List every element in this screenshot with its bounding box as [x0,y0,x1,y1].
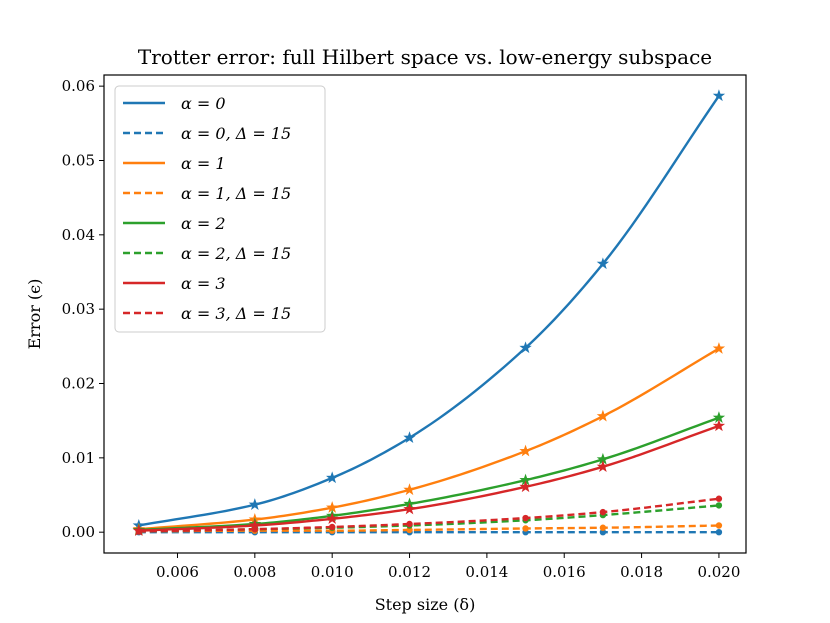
point-alpha-1 [326,501,339,513]
series-alpha-3-delta-15 [135,495,723,535]
y-axis-ticks: 0.00 0.01 0.02 0.03 0.04 0.05 0.06 [62,77,104,541]
point-alpha-0 [326,471,339,484]
point-alpha-0 [248,498,262,510]
legend-label: α = 2 [181,214,226,233]
legend-label: α = 2, Δ = 15 [181,244,291,263]
point-alpha-3-delta-15 [328,523,336,531]
point-alpha-3 [596,460,610,473]
point-alpha-2-delta-15 [715,502,723,509]
point-alpha-3-delta-15 [599,508,607,516]
point-alpha-3 [248,518,262,531]
legend-label: α = 3 [181,274,226,293]
point-alpha-2 [519,473,532,486]
series-layer [132,89,726,536]
point-alpha-2 [712,411,726,423]
legend-label: α = 0 [181,94,226,113]
legend-box [114,85,326,333]
point-alpha-1-delta-15 [522,525,529,532]
point-alpha-1 [403,483,416,496]
point-alpha-3-delta-15 [251,526,259,533]
y-axis-title: Error (ϵ) [25,279,44,350]
y-tick-label: 0.01 [62,449,95,467]
point-alpha-0-delta-15 [715,528,723,536]
x-tick-label: 0.008 [233,563,276,581]
point-alpha-0 [519,341,532,354]
point-alpha-0 [712,89,726,102]
point-alpha-3 [712,419,726,432]
x-tick-label: 0.006 [156,563,199,581]
point-alpha-1-delta-15 [599,524,607,531]
point-alpha-1 [596,409,610,422]
point-alpha-3-delta-15 [406,520,413,528]
x-tick-label: 0.014 [465,563,508,581]
y-tick-label: 0.03 [62,300,95,318]
point-alpha-3 [326,512,339,525]
point-alpha-0 [596,257,610,270]
legend-label: α = 0, Δ = 15 [181,124,291,143]
point-alpha-1 [519,444,532,457]
x-tick-label: 0.010 [311,563,354,581]
point-alpha-3-delta-15 [135,528,143,535]
y-tick-label: 0.02 [62,375,95,393]
point-alpha-0 [403,431,416,444]
y-tick-label: 0.04 [62,226,95,244]
point-alpha-1 [712,342,726,354]
y-tick-label: 0.00 [62,523,95,541]
x-tick-label: 0.018 [620,563,663,581]
legend-label: α = 1 [181,154,226,173]
legend: α = 0 α = 0, Δ = 15 α = 1 α = 1, Δ = 15 α = … [114,85,326,333]
y-tick-label: 0.06 [62,77,95,95]
point-alpha-0-delta-15 [599,528,607,536]
x-axis-title: Step size (δ) [375,595,476,614]
point-alpha-2 [596,452,610,465]
y-tick-label: 0.05 [62,151,95,169]
legend-label: α = 3, Δ = 15 [181,304,291,323]
x-tick-label: 0.016 [543,563,586,581]
point-alpha-1-delta-15 [406,526,413,534]
x-axis-ticks: 0.006 0.008 0.010 0.012 0.014 0.016 0.018 0.020 [156,553,740,581]
point-alpha-3 [403,502,416,515]
point-alpha-3-delta-15 [715,495,723,502]
point-alpha-3-delta-15 [522,514,529,522]
chart-title: Trotter error: full Hilbert space vs. lo… [138,45,712,69]
plot-frame [103,74,747,554]
x-tick-label: 0.012 [388,563,431,581]
point-alpha-1-delta-15 [715,522,723,529]
legend-label: α = 1, Δ = 15 [181,184,291,203]
x-tick-label: 0.020 [697,563,740,581]
point-alpha-3 [519,480,532,493]
